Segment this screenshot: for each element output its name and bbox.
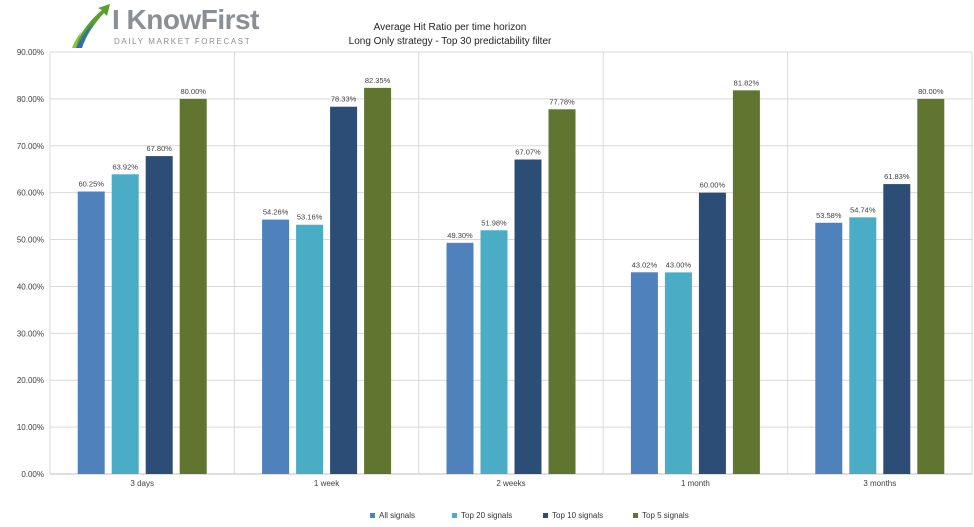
bar xyxy=(446,242,474,474)
data-label: 81.82% xyxy=(734,78,760,87)
data-label: 43.02% xyxy=(632,260,658,269)
logo: I KnowFirst DAILY MARKET FORECAST xyxy=(72,4,259,50)
legend-item: Top 20 signals xyxy=(452,511,512,520)
data-label: 67.80% xyxy=(146,144,172,153)
legend-item: Top 5 signals xyxy=(633,511,689,520)
data-label: 51.98% xyxy=(481,218,507,227)
y-tick-label: 20.00% xyxy=(17,376,44,385)
legend-item: Top 10 signals xyxy=(543,511,603,520)
legend-label: Top 10 signals xyxy=(552,511,604,520)
y-tick-label: 50.00% xyxy=(17,236,44,245)
data-label: 54.26% xyxy=(263,208,289,217)
data-label: 43.00% xyxy=(666,260,692,269)
data-label: 67.07% xyxy=(515,148,541,157)
bar xyxy=(815,222,843,474)
data-label: 60.00% xyxy=(700,181,726,190)
x-tick-label: 1 month xyxy=(681,479,710,488)
logo-arrow-icon xyxy=(72,4,110,48)
bar xyxy=(77,191,105,474)
y-tick-label: 40.00% xyxy=(17,282,44,291)
bar xyxy=(364,87,392,475)
bar xyxy=(296,224,324,474)
y-tick-label: 70.00% xyxy=(17,142,44,151)
legend-label: Top 20 signals xyxy=(461,511,513,520)
y-tick-label: 30.00% xyxy=(17,329,44,338)
bar xyxy=(548,109,576,475)
data-label: 78.33% xyxy=(331,95,357,104)
logo-name: I KnowFirst xyxy=(112,4,259,35)
logo-tagline: DAILY MARKET FORECAST xyxy=(114,37,252,46)
legend-label: Top 5 signals xyxy=(642,511,689,520)
legend-swatch xyxy=(633,513,638,519)
legend-label: All signals xyxy=(379,511,416,520)
x-tick-label: 2 weeks xyxy=(496,479,525,488)
bar xyxy=(111,174,139,474)
bar xyxy=(262,219,290,474)
bar xyxy=(664,272,692,474)
legend-swatch xyxy=(370,513,375,519)
bar xyxy=(179,98,207,474)
x-tick-label: 1 week xyxy=(314,479,340,488)
chart-legend: All signals Top 20 signals Top 10 signals T… xyxy=(0,511,974,525)
y-tick-label: 80.00% xyxy=(17,95,44,104)
y-tick-label: 60.00% xyxy=(17,189,44,198)
chart-title: Average Hit Ratio per time horizon xyxy=(373,22,527,33)
data-label: 80.00% xyxy=(918,87,944,96)
data-label: 80.00% xyxy=(180,87,206,96)
y-tick-label: 10.00% xyxy=(17,423,44,432)
data-label: 63.92% xyxy=(112,162,138,171)
bar xyxy=(145,156,173,475)
y-tick-label: 90.00% xyxy=(17,48,44,57)
bar xyxy=(883,184,911,474)
data-label: 49.30% xyxy=(447,231,473,240)
data-label: 54.74% xyxy=(850,205,876,214)
bar xyxy=(514,159,542,474)
bar xyxy=(917,98,945,474)
bar xyxy=(698,192,726,474)
chart-subtitle: Long Only strategy - Top 30 predictabili… xyxy=(348,36,552,47)
bar xyxy=(849,217,877,475)
bar xyxy=(330,106,358,474)
legend-swatch xyxy=(543,513,548,519)
x-tick-label: 3 months xyxy=(863,479,896,488)
data-label: 53.16% xyxy=(297,213,323,222)
bar xyxy=(732,90,760,475)
data-label: 60.25% xyxy=(78,179,104,188)
bar xyxy=(480,230,508,474)
y-tick-label: 0.00% xyxy=(21,470,44,479)
bar xyxy=(630,272,658,474)
x-tick-label: 3 days xyxy=(130,479,154,488)
legend-swatch xyxy=(452,513,457,519)
data-label: 77.78% xyxy=(549,97,575,106)
data-label: 53.58% xyxy=(816,211,842,220)
legend-item: All signals xyxy=(370,511,415,520)
data-label: 82.35% xyxy=(365,76,391,85)
data-label: 61.83% xyxy=(884,172,910,181)
